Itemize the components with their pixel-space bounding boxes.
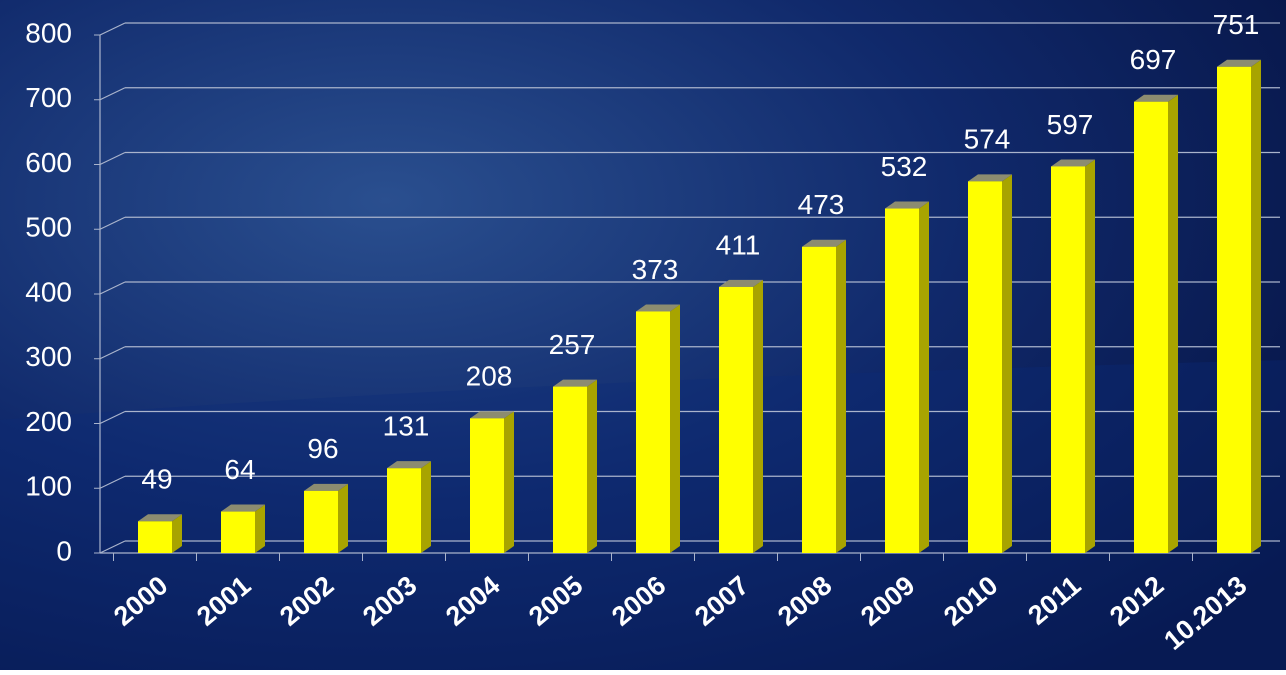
y-tick-label: 800 — [25, 17, 72, 48]
bar-side — [753, 279, 763, 553]
value-label: 208 — [466, 361, 513, 392]
bar-front — [387, 468, 421, 553]
bar — [802, 239, 846, 554]
bar-side — [338, 483, 348, 553]
bar-front — [885, 208, 919, 553]
bar-front — [553, 386, 587, 553]
bar-top — [636, 304, 680, 312]
bar-front — [304, 490, 338, 553]
bar — [470, 411, 514, 553]
value-label: 574 — [964, 124, 1011, 155]
value-label: 64 — [224, 454, 255, 485]
bar-side — [421, 461, 431, 553]
bar-front — [1217, 66, 1251, 553]
bar-front — [221, 511, 255, 553]
y-tick-label: 200 — [25, 406, 72, 437]
bar-side — [587, 379, 597, 553]
bar-front — [802, 246, 836, 554]
bar — [1051, 159, 1095, 553]
bar-top — [719, 279, 763, 287]
bar — [304, 483, 348, 553]
grid-connector — [99, 281, 126, 295]
bar — [138, 514, 182, 553]
grid-connector — [99, 540, 126, 554]
grid-connector — [99, 87, 126, 101]
grid-connector — [99, 475, 126, 489]
bar-front — [636, 311, 670, 553]
bar — [968, 174, 1012, 553]
bar-top — [470, 411, 514, 419]
y-tick-label: 700 — [25, 82, 72, 113]
bar-front — [138, 521, 172, 553]
bar-front — [719, 286, 753, 553]
value-label: 49 — [141, 464, 172, 495]
bar-top — [304, 483, 348, 491]
bar — [719, 279, 763, 553]
bar — [553, 379, 597, 553]
bar-side — [255, 504, 265, 553]
bar-side — [1085, 159, 1095, 553]
value-label: 373 — [632, 254, 679, 285]
value-label: 532 — [881, 151, 928, 182]
bar-side — [1002, 174, 1012, 553]
value-label: 697 — [1130, 44, 1177, 75]
bar-side — [836, 239, 846, 554]
bar-top — [1051, 159, 1095, 167]
bar-top — [553, 379, 597, 387]
y-tick-label: 100 — [25, 471, 72, 502]
y-tick-label: 0 — [56, 535, 72, 566]
bar — [221, 504, 265, 553]
y-tick-label: 500 — [25, 212, 72, 243]
y-tick-label: 300 — [25, 341, 72, 372]
grid-connector — [99, 346, 126, 360]
bar-side — [1168, 94, 1178, 553]
bar-side — [1251, 59, 1261, 553]
bar-top — [968, 174, 1012, 182]
value-label: 751 — [1213, 9, 1260, 40]
y-tick-label: 600 — [25, 147, 72, 178]
value-label: 257 — [549, 329, 596, 360]
value-label: 597 — [1047, 109, 1094, 140]
grid-connector — [99, 216, 126, 230]
bar — [387, 461, 431, 553]
bar-top — [138, 514, 182, 522]
bar-top — [1134, 94, 1178, 102]
bar-side — [919, 201, 929, 553]
bar-side — [172, 514, 182, 553]
bar-front — [1134, 101, 1168, 553]
bar-top — [802, 239, 846, 247]
bar-front — [470, 418, 504, 553]
bar — [636, 304, 680, 553]
bar — [1134, 94, 1178, 553]
bar — [1217, 59, 1261, 553]
bar-top — [221, 504, 265, 512]
bar-front — [968, 181, 1002, 553]
y-tick-label: 400 — [25, 276, 72, 307]
bar-side — [670, 304, 680, 553]
bar — [885, 201, 929, 553]
bar-top — [885, 201, 929, 209]
bar-front — [1051, 166, 1085, 553]
value-label: 473 — [798, 189, 845, 220]
grid-connector — [99, 410, 126, 425]
value-label: 96 — [307, 433, 338, 464]
value-label: 131 — [383, 411, 430, 442]
bar-top — [1217, 59, 1261, 67]
bar-top — [387, 461, 431, 469]
bar-side — [504, 411, 514, 553]
grid-connector — [99, 22, 126, 36]
grid-connector — [99, 151, 126, 166]
value-label: 411 — [716, 229, 761, 260]
